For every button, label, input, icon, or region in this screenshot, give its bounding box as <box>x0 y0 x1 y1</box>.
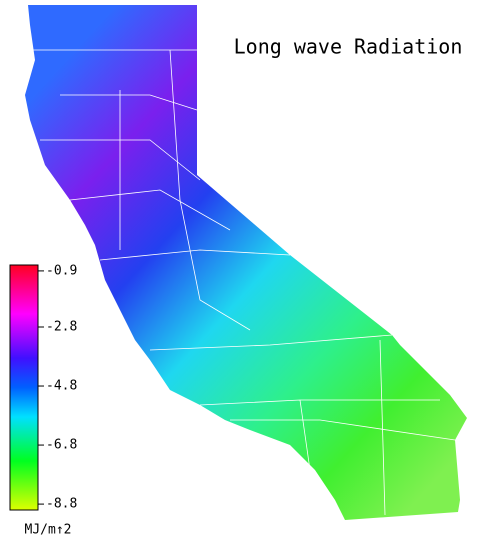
colorbar-tick-label: -8.8 <box>46 497 77 512</box>
colorbar-tick-label: -6.8 <box>46 438 77 453</box>
colorbar-tick-label: -4.8 <box>46 379 77 394</box>
colorbar-unit: MJ/m↑2 <box>25 523 72 538</box>
colorbar-tick-label: -2.8 <box>46 319 77 334</box>
colorbar <box>9 264 39 511</box>
county-borders <box>30 49 456 516</box>
colorbar-ticks: -0.9 -2.8 -4.8 -6.8 -8.8 <box>38 263 77 512</box>
california-map <box>25 5 467 520</box>
colorbar-tick-label: -0.9 <box>46 263 77 278</box>
map-title: Long wave Radiation <box>234 35 463 59</box>
